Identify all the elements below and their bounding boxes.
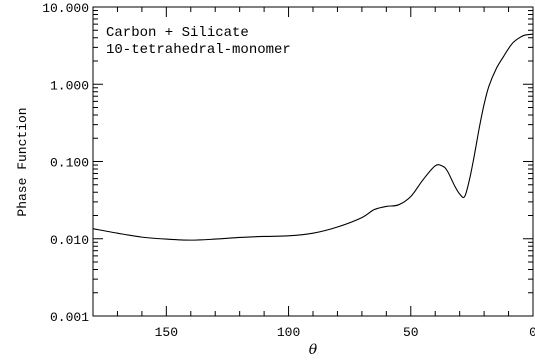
y-axis-label: Phase Function <box>15 107 30 216</box>
y-tick-label: 1.000 <box>50 78 89 93</box>
y-tick-label: 10.000 <box>42 1 89 16</box>
phase-function-line <box>92 33 534 241</box>
x-tick-label: 0 <box>529 325 535 340</box>
y-tick-label: 0.010 <box>50 233 89 248</box>
x-axis-label: θ <box>309 342 318 358</box>
axis-tick-labels: 150 100 50 0 0.001 0.010 0.100 1.000 10.000 <box>42 1 535 340</box>
x-tick-label: 100 <box>277 325 300 340</box>
annotation-structure: 10-tetrahedral-monomer <box>106 42 291 58</box>
annotation-composition: Carbon + Silicate <box>106 25 249 41</box>
y-tick-label: 0.100 <box>50 156 89 171</box>
axis-ticks <box>92 6 534 317</box>
y-tick-label: 0.001 <box>50 310 89 325</box>
x-tick-label: 150 <box>155 325 178 340</box>
x-tick-label: 50 <box>403 325 419 340</box>
